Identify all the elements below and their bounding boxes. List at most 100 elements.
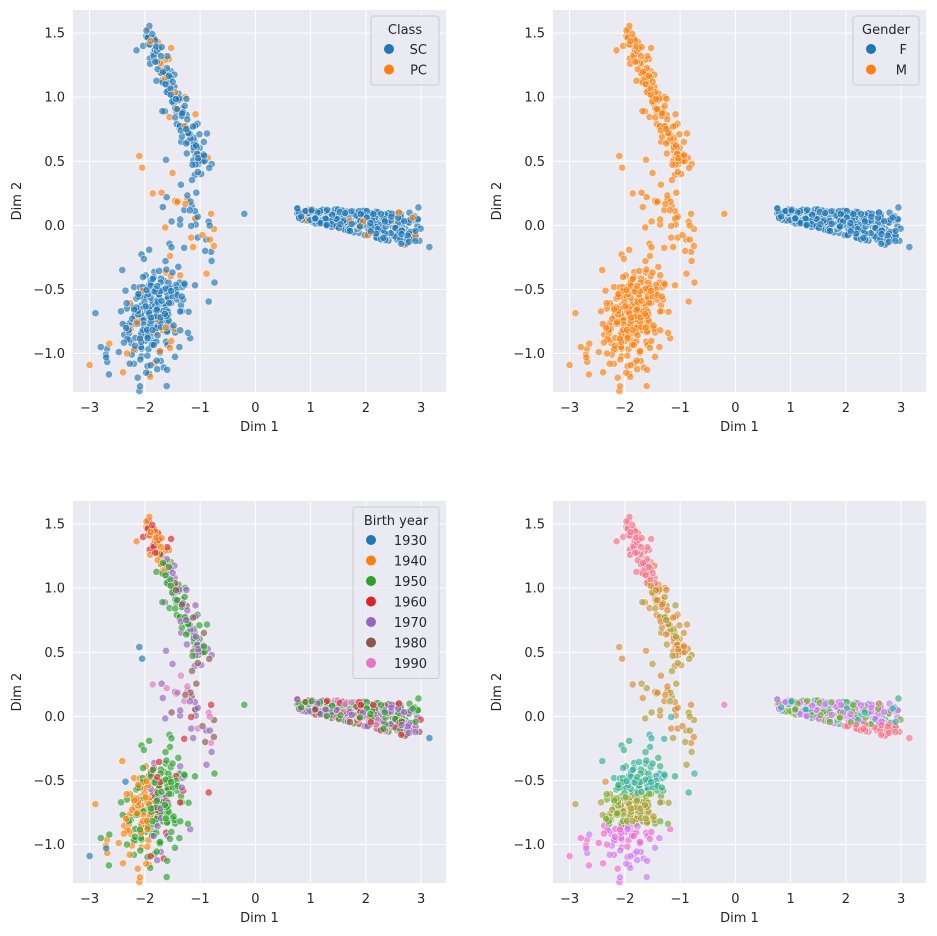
data-point <box>182 586 191 594</box>
data-point <box>161 571 170 580</box>
x-tick-label: −2 <box>135 401 154 416</box>
data-point <box>777 212 786 221</box>
data-point <box>637 534 646 542</box>
legend-title: Gender <box>862 23 911 38</box>
data-point <box>645 298 654 307</box>
data-point <box>632 356 641 365</box>
data-point <box>183 606 192 615</box>
data-point <box>635 758 644 766</box>
data-point <box>377 209 385 218</box>
data-point <box>613 318 621 326</box>
data-point <box>202 760 211 769</box>
data-point <box>690 733 698 741</box>
data-point <box>347 219 356 228</box>
data-point <box>885 237 893 246</box>
data-point <box>148 189 157 198</box>
data-point <box>411 728 420 736</box>
data-point <box>142 859 151 868</box>
data-point <box>653 688 662 697</box>
data-point <box>141 302 150 311</box>
data-point <box>188 651 197 660</box>
data-point <box>184 328 192 337</box>
data-point <box>662 616 670 624</box>
data-point <box>601 777 610 786</box>
data-point <box>631 548 640 557</box>
y-axis-label: Dim 2 <box>490 673 505 712</box>
data-point <box>687 748 696 756</box>
data-point <box>148 274 157 283</box>
data-point <box>148 817 157 825</box>
data-point <box>117 798 125 807</box>
data-point <box>158 67 167 76</box>
data-point <box>161 223 170 232</box>
data-point <box>102 844 111 853</box>
data-point <box>145 245 154 254</box>
y-tick-label: 0.5 <box>524 155 545 170</box>
data-point <box>168 77 177 86</box>
data-point <box>176 817 185 826</box>
data-point <box>683 620 691 629</box>
data-point <box>680 151 689 160</box>
data-point <box>618 163 626 172</box>
data-point <box>161 714 170 723</box>
data-point <box>669 122 677 131</box>
data-point <box>667 222 675 230</box>
y-tick-label: 1.5 <box>44 27 65 42</box>
data-point <box>690 278 699 287</box>
data-point <box>671 601 680 610</box>
data-point <box>605 850 614 859</box>
data-point <box>185 697 194 706</box>
data-point <box>143 842 152 851</box>
data-point <box>675 621 684 630</box>
x-axis-label: Dim 1 <box>720 911 759 926</box>
data-point <box>663 682 672 691</box>
data-point <box>894 203 903 212</box>
data-point <box>647 286 655 295</box>
data-point <box>637 787 646 796</box>
data-point <box>139 764 147 772</box>
y-axis-label: Dim 2 <box>10 673 25 712</box>
data-point <box>205 712 214 721</box>
data-point <box>777 703 786 712</box>
data-point <box>102 353 111 362</box>
data-point <box>655 343 664 351</box>
data-point <box>665 697 674 706</box>
data-point <box>134 289 143 298</box>
data-point <box>654 262 663 271</box>
data-point <box>139 254 148 263</box>
data-point <box>672 141 680 150</box>
data-point <box>633 773 642 782</box>
data-point <box>142 517 151 526</box>
legend-marker <box>384 44 394 54</box>
data-point <box>177 600 186 609</box>
data-point <box>379 724 388 733</box>
data-point <box>180 593 189 601</box>
data-point <box>180 102 189 110</box>
data-point <box>121 777 130 786</box>
data-point <box>654 753 663 762</box>
data-point <box>667 233 676 242</box>
data-point <box>189 243 197 251</box>
data-point <box>808 701 817 710</box>
y-tick-label: 1.5 <box>524 27 545 42</box>
data-point <box>599 859 607 868</box>
data-point <box>648 268 657 277</box>
data-point <box>195 621 204 630</box>
data-point <box>181 691 190 699</box>
x-tick-label: −1 <box>191 401 210 416</box>
x-tick-label: −3 <box>80 892 99 907</box>
data-point <box>293 695 302 704</box>
data-point <box>199 629 208 637</box>
data-point <box>846 227 855 236</box>
data-point <box>633 796 641 805</box>
x-tick-label: 0 <box>731 892 739 907</box>
data-point <box>182 149 191 158</box>
data-point <box>151 57 160 66</box>
data-point <box>167 336 176 345</box>
data-point <box>148 521 157 529</box>
data-point <box>664 819 672 828</box>
data-point <box>672 679 681 688</box>
data-point <box>687 256 696 265</box>
data-point <box>160 800 169 809</box>
data-point <box>620 746 628 754</box>
